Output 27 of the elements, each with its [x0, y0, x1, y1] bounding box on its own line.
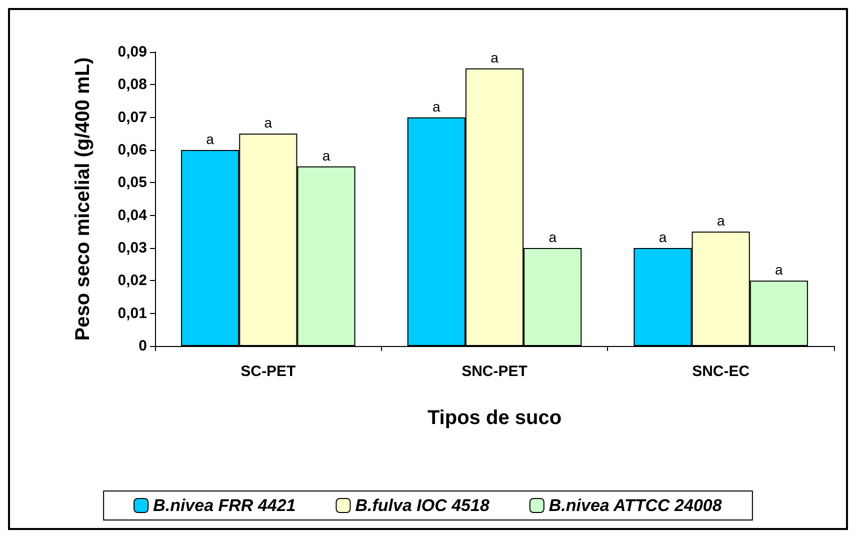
y-tick-label: 0,08 — [118, 76, 147, 94]
y-tick-label: 0 — [138, 338, 147, 354]
legend-label: B.nivea FRR 4421 — [153, 496, 296, 515]
data-label: a — [548, 229, 557, 245]
y-tick-label: 0,04 — [118, 206, 148, 224]
data-label: a — [490, 49, 499, 66]
legend-label: B.fulva IOC 4518 — [355, 496, 490, 515]
y-tick-label: 0,05 — [118, 174, 147, 192]
y-tick-label: 0,09 — [118, 44, 147, 60]
y-tick-label: 0,03 — [118, 240, 147, 256]
data-label: a — [206, 131, 214, 147]
x-tick-label: SNC-EC — [692, 363, 750, 380]
data-label: a — [716, 212, 725, 229]
y-tick-label: 0,07 — [118, 108, 147, 126]
x-tick-label: SC-PET — [240, 363, 296, 380]
x-tick-label: SNC-PET — [462, 363, 528, 380]
data-label: a — [658, 229, 667, 245]
data-label: a — [264, 114, 272, 131]
y-tick-label: 0,02 — [118, 272, 147, 290]
data-label: a — [432, 98, 441, 114]
legend-label: B.nivea ATTCC 24008 — [548, 496, 722, 515]
y-axis-title: Peso seco micelial (g/400 mL) — [72, 57, 94, 341]
data-label: a — [322, 147, 330, 164]
x-axis-title: Tipos de suco — [427, 407, 562, 429]
data-label: a — [775, 262, 784, 278]
y-tick-label: 0,01 — [118, 304, 147, 322]
y-tick-label: 0,06 — [118, 142, 147, 158]
